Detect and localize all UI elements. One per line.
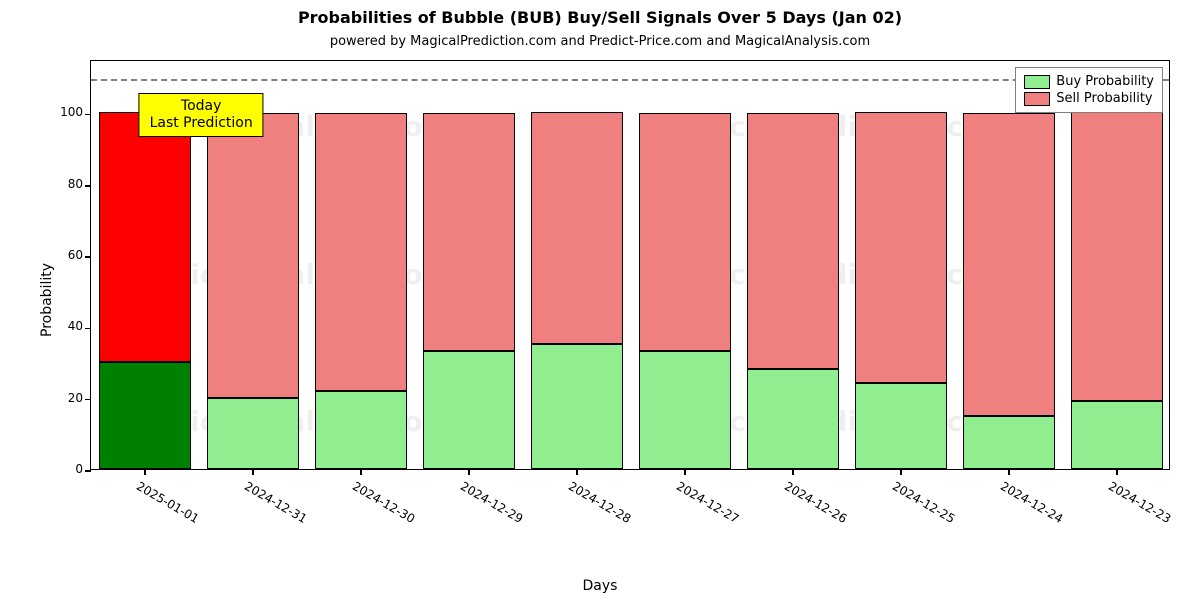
legend: Buy Probability Sell Probability xyxy=(1015,67,1163,113)
x-tick-label: 2024-12-27 xyxy=(674,479,741,526)
legend-swatch xyxy=(1024,75,1050,89)
legend-label: Buy Probability xyxy=(1056,74,1154,89)
bar-segment-sell xyxy=(99,112,192,362)
legend-item: Buy Probability xyxy=(1024,74,1154,89)
annotation-line2: Last Prediction xyxy=(150,115,253,132)
x-tick-label: 2024-12-28 xyxy=(566,479,633,526)
annotation-line1: Today xyxy=(150,98,253,115)
bar-segment-buy xyxy=(639,351,732,469)
bar-segment-sell xyxy=(855,112,948,383)
x-tick-label: 2024-12-25 xyxy=(890,479,957,526)
bar xyxy=(855,59,948,469)
bar-segment-sell xyxy=(423,113,516,352)
x-tick xyxy=(684,469,686,475)
x-tick-label: 2024-12-31 xyxy=(242,479,309,526)
bar-segment-sell xyxy=(963,113,1056,416)
chart-subtitle: powered by MagicalPrediction.com and Pre… xyxy=(0,34,1200,49)
chart-title: Probabilities of Bubble (BUB) Buy/Sell S… xyxy=(0,8,1200,27)
bar xyxy=(315,59,408,469)
y-tick xyxy=(85,256,91,258)
bar xyxy=(747,59,840,469)
x-tick-label: 2025-01-01 xyxy=(134,479,201,526)
bar xyxy=(1071,59,1164,469)
x-tick xyxy=(360,469,362,475)
bar-segment-buy xyxy=(423,351,516,469)
x-axis-label: Days xyxy=(0,578,1200,594)
bar xyxy=(531,59,624,469)
y-tick xyxy=(85,114,91,116)
y-tick-label: 100 xyxy=(60,105,83,119)
bar-segment-buy xyxy=(1071,401,1164,469)
bar xyxy=(639,59,732,469)
bar xyxy=(963,59,1056,469)
x-tick xyxy=(576,469,578,475)
y-tick-label: 60 xyxy=(68,248,83,262)
plot-area: MagicalAnalysis.comMagicalPrediction.com… xyxy=(90,60,1170,470)
bar xyxy=(423,59,516,469)
y-tick-label: 80 xyxy=(68,177,83,191)
x-tick-label: 2024-12-26 xyxy=(782,479,849,526)
x-tick-label: 2024-12-30 xyxy=(350,479,417,526)
x-tick-label: 2024-12-24 xyxy=(998,479,1065,526)
bar-segment-sell xyxy=(1071,112,1164,401)
bar-segment-buy xyxy=(747,369,840,469)
y-axis-label: Probability xyxy=(39,263,55,337)
x-tick-label: 2024-12-29 xyxy=(458,479,525,526)
bar-segment-buy xyxy=(531,344,624,469)
bar-segment-sell xyxy=(531,112,624,344)
bar-segment-sell xyxy=(207,113,300,398)
x-tick xyxy=(792,469,794,475)
bar-segment-sell xyxy=(747,113,840,370)
y-tick-label: 40 xyxy=(68,319,83,333)
legend-swatch xyxy=(1024,92,1050,106)
bar-segment-buy xyxy=(963,416,1056,469)
bar-segment-sell xyxy=(315,113,408,391)
legend-label: Sell Probability xyxy=(1056,91,1152,106)
bar-segment-buy xyxy=(99,362,192,469)
y-tick-label: 20 xyxy=(68,391,83,405)
bar-segment-buy xyxy=(855,383,948,469)
bar-segment-buy xyxy=(315,391,408,469)
x-tick xyxy=(144,469,146,475)
y-tick xyxy=(85,185,91,187)
x-tick-label: 2024-12-23 xyxy=(1106,479,1173,526)
x-tick xyxy=(252,469,254,475)
y-tick xyxy=(85,328,91,330)
bar-segment-sell xyxy=(639,113,732,352)
x-tick xyxy=(468,469,470,475)
x-tick xyxy=(1008,469,1010,475)
bar-segment-buy xyxy=(207,398,300,469)
x-tick xyxy=(900,469,902,475)
y-tick xyxy=(85,470,91,472)
annotation-today: TodayLast Prediction xyxy=(139,93,264,137)
legend-item: Sell Probability xyxy=(1024,91,1154,106)
y-tick-label: 0 xyxy=(75,462,83,476)
y-tick xyxy=(85,399,91,401)
chart-container: Probabilities of Bubble (BUB) Buy/Sell S… xyxy=(0,0,1200,600)
x-tick xyxy=(1116,469,1118,475)
